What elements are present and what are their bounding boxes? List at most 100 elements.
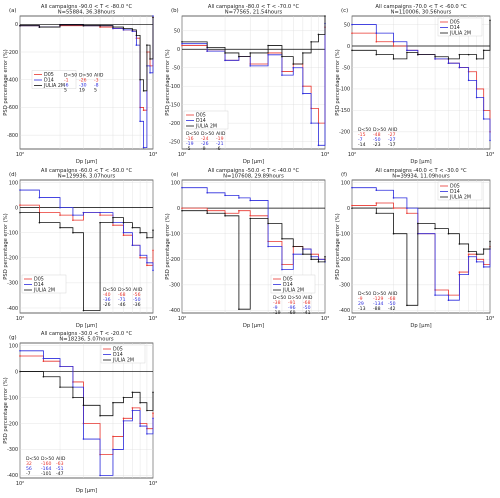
legend-label: JULIA 2M [195,124,217,130]
legend-label: D14 [113,352,123,358]
panel-subtitle: N=55884, 36.38hours [58,10,116,16]
legend-label: D05 [196,113,206,119]
data-point [238,308,240,310]
data-point [458,271,461,273]
table-cell: -36 [133,302,141,308]
data-point [267,222,269,225]
data-point [206,212,208,215]
y-tick-label: -400 [7,306,18,312]
stats-table: D<50 D>50 AIID -9 -129 -68 29 -134 -50 -13 -88 -42 [358,291,398,312]
x-tick-label: 10³ [149,481,157,487]
table-cell: -3 [94,78,99,84]
data-point [72,396,74,399]
table-cell: -40 [103,292,111,298]
panel-a: 0 -200 -400 -600 -800 10² 10³ All campaigns -90… [3,4,157,165]
data-point [131,244,134,247]
x-axis-label: Dp [μm] [76,323,97,329]
data-point [131,407,134,409]
x-tick-label: 10³ [321,152,329,158]
data-point [112,26,114,28]
x-tick-label: 10³ [149,152,157,158]
legend-label: D05 [113,347,123,353]
x-axis-label: Dp [μm] [410,159,431,165]
legend-label: D14 [450,189,460,195]
y-tick-label: -100 [339,87,350,93]
legend-label: D05 [450,184,460,190]
table-cell: 5 [94,88,97,94]
series-line-d14 [20,350,154,476]
data-point [139,425,141,427]
table-cell: -160 [41,461,52,467]
data-point [310,258,312,261]
table-cell: 32 [26,461,32,467]
table-cell: -91 [288,300,296,306]
data-point [302,253,304,255]
series-line-julia-2m [352,20,491,60]
table-header: D<50 [358,127,371,133]
y-tick-label: 100 [9,343,18,349]
data-point [392,40,395,43]
data-point [351,49,353,52]
data-point [122,221,125,224]
table-cell: -48 [373,132,381,138]
table-cell: -69 [288,310,296,316]
data-point [19,204,21,206]
data-point [267,245,269,248]
panel-title: All campaigns -70.0 < T < -60.0 °C [375,4,467,10]
data-point [142,109,145,112]
legend-label: D05 [283,277,293,283]
y-tick-label: -100 [169,84,180,90]
table-cell: -134 [373,301,384,307]
table-header: AIID [303,295,313,301]
series-line-d14 [352,187,491,301]
legend-label: JULIA 2M [449,195,471,201]
data-point [310,122,312,124]
data-point [267,53,269,56]
data-point [112,224,114,226]
y-tick-label: 50 [174,29,180,35]
stats-table: D<50 D>50 AIID -15 -48 -27 -7 -50 -27 -14 -23 -17 [358,127,398,148]
data-point [152,412,154,414]
y-tick-label: 0 [347,206,350,212]
data-point [206,50,208,52]
y-axis-label: PSD percentage error (%) [3,213,9,279]
y-tick-label: -100 [7,395,18,401]
data-point [406,207,408,209]
x-axis-label: Dp [μm] [410,323,431,329]
data-point [19,349,21,352]
panel-title: All campaigns -60.0 < T < -50.0 °C [41,168,133,174]
data-point [146,264,148,267]
data-point [139,231,141,234]
data-point [267,44,269,47]
data-point [417,53,419,56]
data-point [152,16,154,19]
series-line-d14 [182,187,326,270]
data-point [392,207,395,209]
table-cell: -63 [56,461,64,467]
data-point [112,216,114,219]
series-line-d05 [182,207,325,265]
table-header: D>50 [288,295,301,301]
data-point [146,236,148,239]
data-point [122,231,125,234]
y-tick-label: -800 [7,133,18,139]
data-point [38,196,41,199]
data-point [99,26,101,28]
data-point [467,255,470,258]
x-tick-label: 10³ [149,316,157,322]
data-point [351,204,353,207]
series-line-julia-2m [182,210,326,310]
data-point [59,386,61,388]
data-point [281,268,283,271]
legend-label: D14 [34,282,44,288]
panel-letter: (f) [341,172,347,178]
data-point [475,253,478,255]
data-point [281,55,283,58]
table-cell: -16 [186,136,194,142]
data-point [206,191,208,194]
table-cell: -27 [388,132,396,138]
data-point [317,33,320,36]
table-cell: -21 [216,141,224,147]
data-point [324,255,326,258]
